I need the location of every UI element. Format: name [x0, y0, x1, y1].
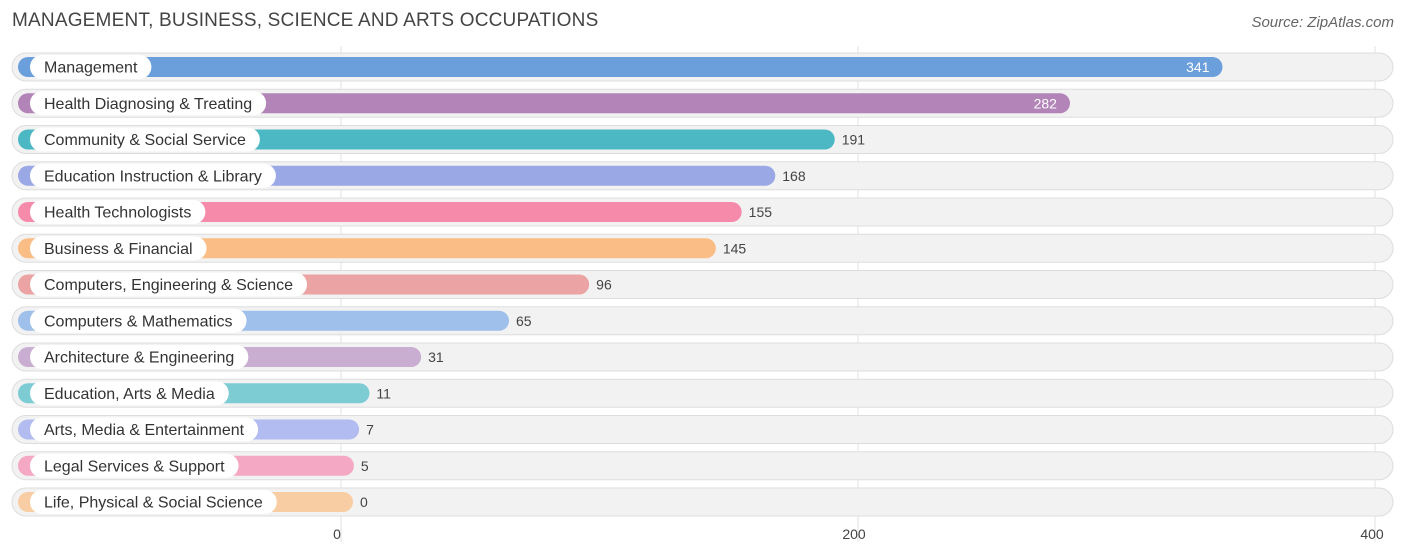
value-label: 155 [749, 204, 773, 220]
category-label-pill [30, 91, 267, 116]
bar [18, 93, 1070, 114]
category-label-pill [30, 308, 247, 333]
category-label-pill [30, 453, 239, 478]
category-label-pill [30, 127, 260, 152]
value-label: 0 [360, 494, 368, 510]
bar-track [11, 415, 1394, 444]
category-label: Health Technologists [44, 205, 191, 222]
category-label-pill [30, 345, 249, 369]
category-label: Life, Physical & Social Science [44, 495, 263, 512]
value-label: 145 [723, 240, 747, 256]
value-label: 7 [366, 422, 374, 438]
value-label: 5 [361, 458, 369, 474]
category-label-pill [30, 55, 152, 79]
bar-track [11, 451, 1394, 481]
value-label: 11 [376, 385, 391, 401]
value-label: 96 [596, 277, 612, 293]
category-label: Computers & Mathematics [44, 313, 233, 330]
x-tick-label: 400 [1360, 526, 1384, 542]
category-label-pill [30, 163, 276, 188]
category-label: Education Instruction & Library [44, 168, 262, 185]
value-label: 341 [1186, 59, 1210, 75]
category-label-pill [30, 200, 206, 224]
x-tick-label: 0 [333, 526, 341, 542]
category-label-pill [30, 236, 207, 261]
category-label: Community & Social Service [44, 132, 246, 149]
value-label: 191 [842, 132, 866, 148]
value-label: 31 [428, 349, 444, 365]
category-label: Architecture & Engineering [44, 350, 234, 367]
category-label: Education, Arts & Media [44, 386, 215, 403]
bar [18, 57, 1223, 77]
x-tick-label: 200 [842, 526, 866, 542]
category-label-pill [30, 417, 259, 442]
category-label-pill [30, 272, 308, 297]
chart-title: MANAGEMENT, BUSINESS, SCIENCE AND ARTS O… [12, 10, 599, 31]
value-label: 168 [782, 168, 806, 184]
value-label: 65 [516, 313, 532, 329]
category-label: Arts, Media & Entertainment [44, 422, 245, 439]
bar-track [11, 487, 1394, 517]
value-label: 282 [1034, 95, 1058, 111]
category-label: Health Diagnosing & Treating [44, 96, 252, 113]
category-label: Business & Financial [44, 241, 193, 258]
chart-source: Source: ZipAtlas.com [1251, 14, 1394, 31]
category-label: Management [44, 60, 138, 77]
category-label-pill [30, 490, 277, 514]
category-label-pill [30, 381, 229, 406]
category-label: Legal Services & Support [44, 458, 225, 475]
category-label: Computers, Engineering & Science [44, 277, 293, 294]
